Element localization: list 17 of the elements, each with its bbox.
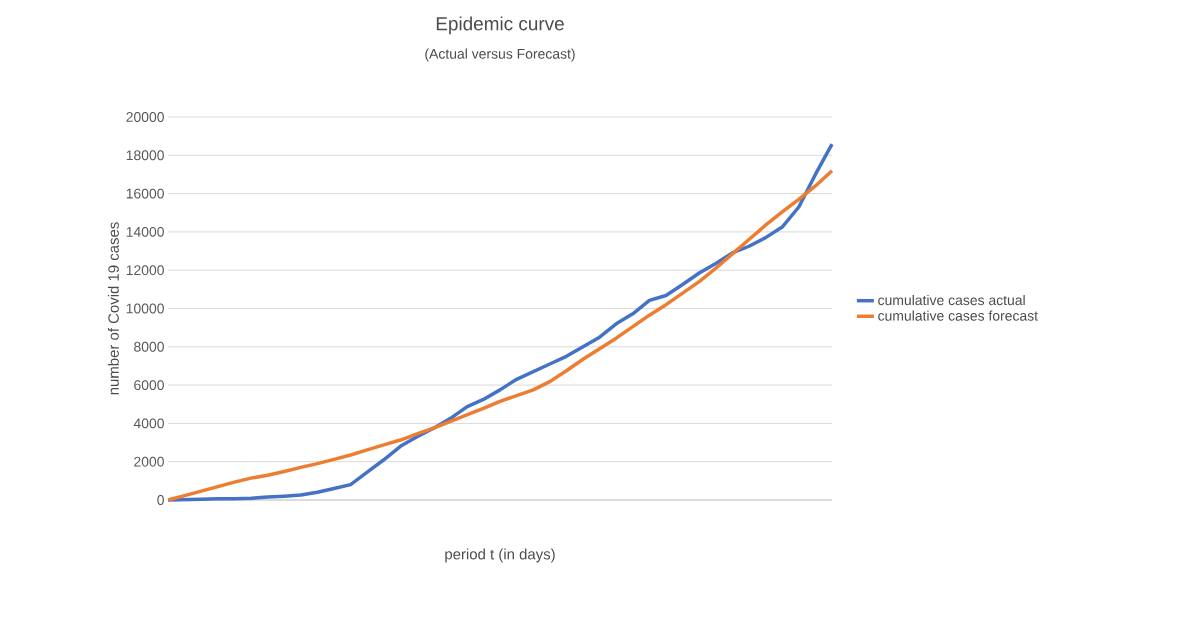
y-tick-label: 2000	[134, 456, 164, 467]
y-tick-label: 12000	[126, 265, 164, 276]
y-tick-label: 0	[157, 495, 164, 505]
y-tick-label: 10000	[126, 303, 164, 314]
chart-subtitle: (Actual versus Forecast)	[425, 48, 575, 62]
y-tick-label: 8000	[134, 341, 164, 352]
y-tick-label: 14000	[126, 226, 164, 237]
y-tick-label: 4000	[133, 418, 164, 429]
y-tick-label: 20000	[126, 112, 164, 122]
legend-label: cumulative cases forecast	[878, 310, 1038, 321]
y-axis-title: number of Covid 19 cases	[107, 222, 119, 395]
y-tick-label: 16000	[126, 188, 164, 199]
y-tick-label: 6000	[134, 380, 164, 391]
chart-title: Epidemic curve	[436, 16, 564, 35]
legend-label: cumulative cases actual	[878, 294, 1025, 306]
x-axis-title: period t (in days)	[445, 548, 555, 563]
y-tick-label: 18000	[126, 150, 164, 161]
